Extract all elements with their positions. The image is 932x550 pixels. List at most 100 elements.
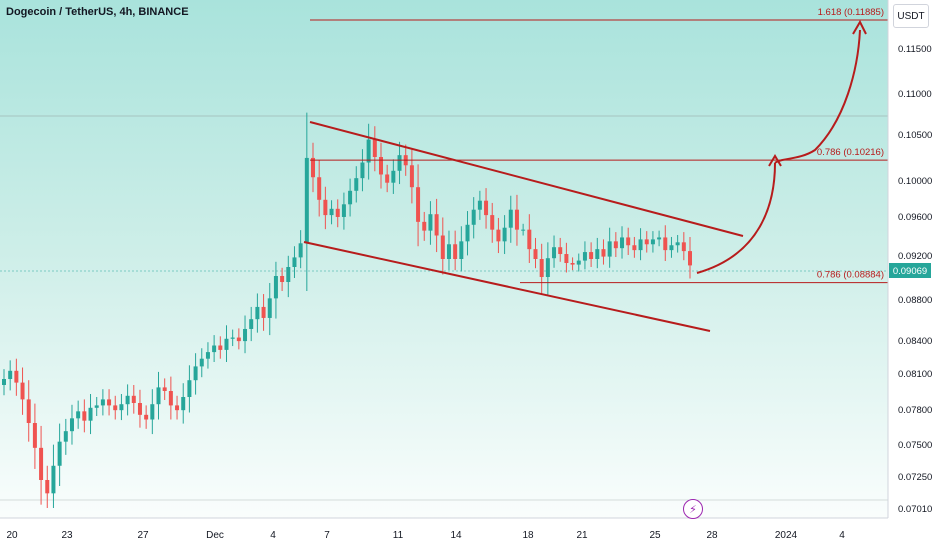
candle-body — [286, 267, 291, 282]
candle-body — [397, 155, 402, 171]
candle-body — [131, 395, 136, 403]
y-tick-label: 0.11500 — [898, 44, 932, 55]
candle-body — [688, 251, 692, 266]
candle-body — [360, 162, 365, 179]
y-tick-label: 0.08800 — [898, 295, 932, 306]
candle-body — [137, 403, 142, 415]
candle-body — [626, 237, 631, 246]
time-axis-background — [0, 518, 932, 550]
candle-body — [175, 405, 180, 411]
candle-body — [354, 178, 359, 191]
y-tick-label: 0.07250 — [898, 472, 932, 483]
candle-body — [558, 247, 563, 255]
y-tick-label: 0.07500 — [898, 440, 932, 451]
candle-body — [267, 298, 272, 318]
candle-body — [545, 258, 550, 277]
chart-grid — [0, 115, 888, 501]
candle-body — [335, 208, 340, 217]
candle-body — [348, 190, 353, 205]
y-tick-label: 0.07010 — [898, 504, 932, 515]
x-tick-label: 27 — [137, 530, 149, 541]
y-tick-label: 0.08100 — [898, 369, 932, 380]
projection-arrow-second-leg — [774, 29, 861, 164]
x-tick-label: 20 — [6, 530, 18, 541]
y-tick-label: 0.09600 — [898, 212, 932, 223]
lightning-icon[interactable]: ⚡ — [683, 499, 703, 519]
projection-arrowhead — [852, 19, 867, 35]
time-axis[interactable]: 20 23 27 Dec 4 7 11 14 18 21 25 28 2024 4 — [0, 517, 932, 550]
candle-body — [212, 345, 217, 353]
candle-body — [533, 249, 538, 259]
candle-body — [378, 157, 383, 175]
candle-body — [168, 391, 173, 406]
candle-body — [589, 252, 594, 259]
x-tick-label: 11 — [393, 530, 404, 541]
candle-body — [459, 241, 464, 259]
candle-body — [453, 244, 458, 259]
candle-body — [255, 306, 260, 320]
x-tick-label: 4 — [839, 530, 845, 541]
candle-body — [341, 204, 346, 217]
candle-body — [113, 405, 118, 411]
candle-body — [372, 139, 377, 157]
candle-body — [119, 404, 124, 411]
last-price-tag — [889, 263, 931, 278]
x-tick-label: 28 — [706, 530, 718, 541]
currency-button[interactable]: USDT — [893, 4, 929, 28]
candle-body — [620, 237, 625, 249]
candle-body — [428, 214, 433, 231]
y-tick-label: 0.10000 — [898, 176, 932, 187]
candle-body — [218, 345, 223, 350]
chart-annotations: 1.618 (0.11885) 0.786 (0.10216) 0.786 (0.0… — [303, 7, 888, 332]
y-tick-label: 0.08400 — [898, 336, 932, 347]
fib-level-label: 0.786 (0.08884) — [817, 270, 884, 281]
candle-body — [20, 382, 25, 400]
candle-body — [366, 139, 371, 163]
candle-body — [304, 157, 309, 244]
candle-body — [193, 366, 198, 381]
candle-body — [663, 237, 668, 251]
y-tick-label: 0.10500 — [898, 130, 932, 141]
candle-body — [422, 221, 427, 231]
fib-level-label: 1.618 (0.11885) — [818, 7, 884, 18]
candle-body — [323, 199, 328, 216]
candle-body — [409, 165, 414, 188]
y-tick-label: 0.07800 — [898, 405, 932, 416]
candle-body — [69, 418, 74, 432]
candle-body — [527, 229, 532, 250]
candle-body — [681, 242, 686, 252]
candle-body — [243, 328, 248, 342]
candle-body — [496, 229, 501, 242]
candle-body — [261, 306, 266, 318]
price-axis[interactable]: 0.11500 0.11000 0.10500 0.10000 0.09600 0.092… — [887, 0, 932, 550]
x-tick-label: Dec — [206, 530, 224, 541]
candle-body — [2, 379, 6, 385]
candle-body — [45, 480, 50, 494]
candle-body — [8, 370, 13, 379]
x-tick-label: 14 — [450, 530, 462, 541]
candle-body — [88, 407, 93, 421]
candle-body — [94, 405, 99, 408]
candle-body — [298, 243, 303, 258]
candle-body — [125, 395, 130, 405]
candle-body — [187, 380, 192, 397]
candle-body — [329, 208, 334, 216]
candle-body — [292, 257, 297, 267]
candle-body — [181, 397, 186, 411]
candle-body — [657, 237, 662, 240]
candle-body — [385, 174, 390, 183]
candle-body — [582, 252, 587, 261]
candle-body — [14, 370, 19, 383]
candle-body — [434, 214, 439, 236]
last-price-label: 0.09069 — [893, 266, 927, 277]
candle-body — [39, 447, 44, 480]
candle-body — [446, 244, 451, 259]
x-tick-label: 7 — [324, 530, 330, 541]
chart-title: Dogecoin / TetherUS, 4h, BINANCE — [6, 6, 189, 18]
fib-level-label: 0.786 (0.10216) — [817, 147, 884, 158]
candle-body — [273, 276, 278, 299]
candle-body — [162, 387, 167, 391]
channel-upper-line — [309, 121, 744, 237]
candle-body — [484, 200, 489, 216]
